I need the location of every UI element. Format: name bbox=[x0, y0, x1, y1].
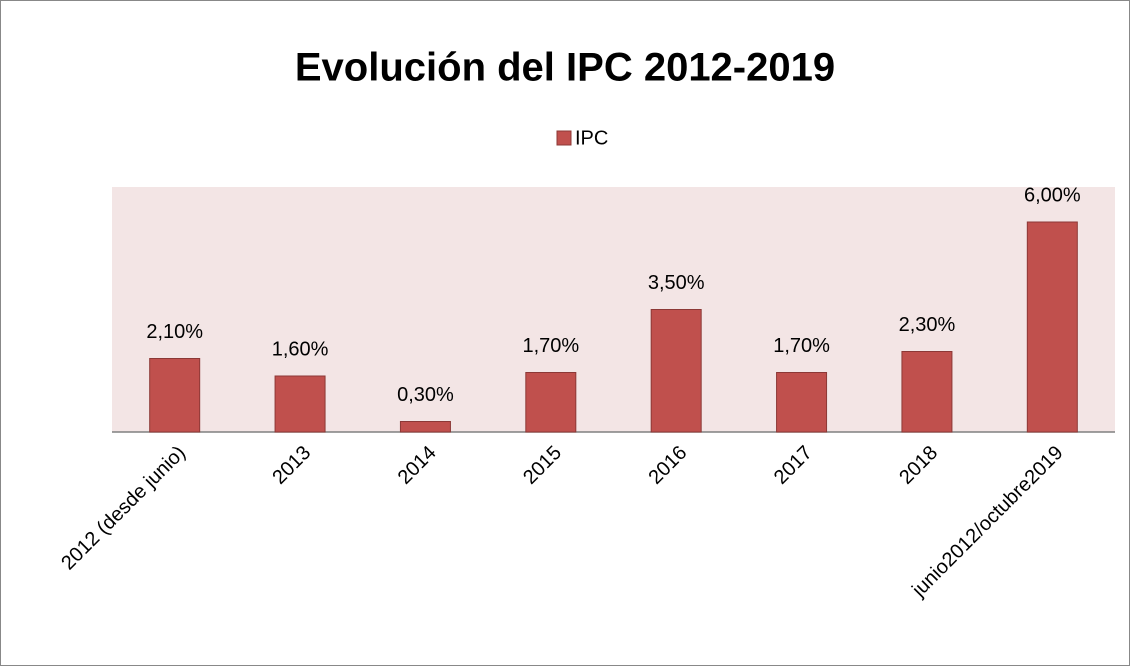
plot-area bbox=[112, 187, 1115, 432]
bar bbox=[525, 372, 577, 433]
bar bbox=[274, 375, 326, 433]
data-label: 3,50% bbox=[648, 272, 705, 294]
bar bbox=[149, 358, 201, 433]
bar bbox=[776, 372, 828, 433]
data-label: 6,00% bbox=[1024, 184, 1081, 206]
data-label: 1,60% bbox=[272, 338, 329, 360]
bar bbox=[650, 309, 702, 433]
data-label: 1,70% bbox=[522, 335, 579, 357]
bar bbox=[399, 421, 451, 433]
chart-title: Evolución del IPC 2012-2019 bbox=[295, 46, 835, 90]
data-label: 2,10% bbox=[146, 321, 203, 343]
legend-label: IPC bbox=[575, 127, 608, 149]
data-label: 1,70% bbox=[773, 335, 830, 357]
data-label: 0,30% bbox=[397, 384, 454, 406]
data-label: 2,30% bbox=[899, 314, 956, 336]
bar bbox=[901, 351, 953, 433]
bar bbox=[1026, 221, 1078, 433]
legend-swatch bbox=[556, 130, 572, 146]
